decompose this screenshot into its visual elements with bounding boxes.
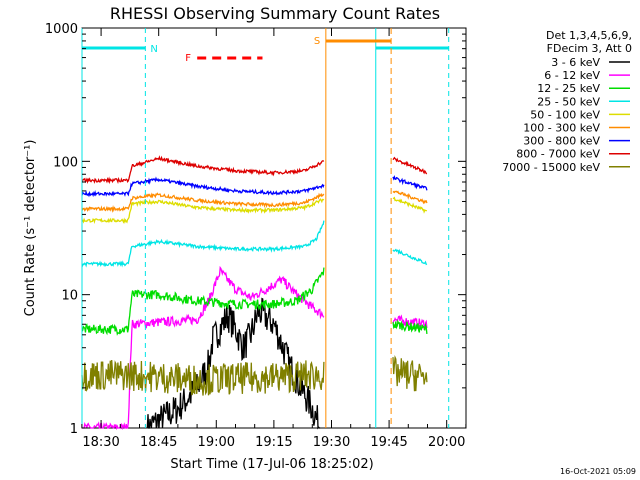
x-tick-label: 19:45 [370,435,407,450]
series-100to300kev [81,190,428,213]
y-axis-label: Count Rate (s⁻¹ detector⁻¹) [23,140,38,317]
x-tick-label: 20:00 [428,435,465,450]
legend-entry-label: 7000 - 15000 keV [502,161,600,174]
axes-layer: 18:30 18:45 19:00 19:15 19:30 19:45 20:00 1 10 10… [45,22,467,450]
series-line-after-saa [392,190,428,205]
x-tick-label: 19:30 [313,435,350,450]
series-line [81,176,325,198]
night-flag-label: N [150,44,157,55]
legend-header-line: Det 1,3,4,5,6,9, [546,29,632,42]
x-tick-label: 18:45 [140,435,177,450]
series-line [81,198,325,225]
y-tick-label: 100 [53,155,78,170]
series-line-after-saa [392,355,428,392]
series-line-after-saa [392,314,428,331]
legend-entry-label: 800 - 7000 keV [516,148,600,161]
series-line [81,155,325,185]
flare-flag-label: F [185,53,191,64]
y-tick-label: 1 [70,422,78,437]
flags-layer: N F S [81,28,450,428]
legend-entry-label: 300 - 800 keV [523,135,600,148]
x-tick-label: 19:00 [198,435,235,450]
timestamp: 16-Oct-2021 05:09 [560,467,636,476]
series-line [146,297,321,430]
series-line [81,267,325,336]
legend: Det 1,3,4,5,6,9,FDecim 3, Att 03 - 6 keV… [502,29,632,174]
series-line-after-saa [392,319,428,334]
series-3to6kev [146,297,321,430]
legend-header-line: FDecim 3, Att 0 [547,42,632,55]
chart-title: RHESSI Observing Summary Count Rates [110,4,440,23]
series-line-after-saa [392,196,427,214]
legend-entry-label: 100 - 300 keV [523,122,600,135]
series-line-after-saa [392,175,428,191]
series-line-after-saa [392,156,428,175]
series-6to12kev [82,265,428,431]
legend-entry-label: 25 - 50 keV [537,95,600,108]
series-800to7000kev [81,155,428,185]
series-layer [81,155,428,431]
x-tick-label: 19:15 [255,435,292,450]
x-tick-label: 18:30 [82,435,119,450]
series-line [82,265,325,431]
saa-flag-label: S [314,36,320,47]
series-line [81,220,325,268]
series-25to50kev [81,220,428,268]
x-axis-label: Start Time (17-Jul-06 18:25:02) [170,457,373,472]
series-50to100kev [81,196,427,225]
series-line [81,359,325,396]
legend-entry-label: 12 - 25 keV [537,82,600,95]
legend-entry-label: 50 - 100 keV [530,108,600,121]
series-line [81,192,325,213]
series-line-after-saa [392,248,428,266]
y-tick-label: 1000 [45,22,78,37]
series-12to25kev [81,267,428,336]
series-300to800kev [81,175,428,198]
legend-entry-label: 3 - 6 keV [551,56,600,69]
y-tick-label: 10 [61,289,78,304]
legend-entry-label: 6 - 12 keV [544,69,600,82]
series-7000to15000kev [81,355,428,396]
